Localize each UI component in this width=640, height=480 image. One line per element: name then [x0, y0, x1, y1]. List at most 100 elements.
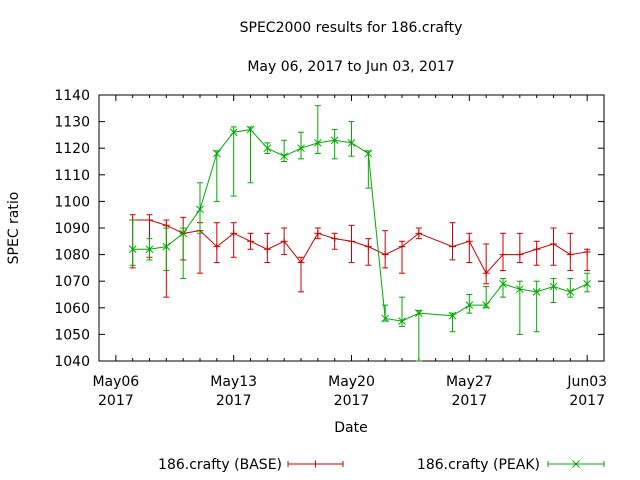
data-point — [465, 301, 474, 309]
marker-stroke — [179, 229, 188, 238]
data-point — [381, 251, 389, 259]
data-point — [415, 229, 423, 237]
y-tick-label: 1130 — [54, 115, 90, 131]
data-point — [414, 309, 423, 317]
marker-stroke — [566, 287, 575, 296]
data-point — [398, 243, 406, 251]
y-tick-label: 1110 — [54, 168, 90, 184]
marker-stroke — [414, 309, 423, 317]
x-tick-year-label: 2017 — [334, 393, 370, 409]
marker-stroke — [196, 205, 204, 214]
marker-stroke — [583, 280, 592, 288]
marker-stroke — [297, 144, 305, 153]
marker-stroke — [549, 282, 558, 291]
x-tick-label: May06 — [92, 374, 139, 390]
data-point — [499, 280, 507, 288]
x-tick-label: May13 — [210, 374, 257, 390]
marker-stroke — [246, 125, 255, 134]
data-point — [364, 243, 372, 251]
data-point — [128, 245, 137, 254]
y-tick-label: 1090 — [54, 221, 90, 237]
error-bar — [213, 150, 220, 202]
data-point — [246, 125, 255, 134]
legend-sample-base — [287, 460, 344, 468]
data-point — [566, 287, 575, 296]
data-point — [583, 248, 591, 256]
data-point — [448, 311, 457, 320]
error-bar — [281, 139, 288, 162]
x-tick-year-label: 2017 — [569, 393, 605, 409]
data-point — [280, 152, 289, 161]
data-point — [533, 245, 541, 253]
error-bar — [449, 222, 456, 261]
data-point — [398, 317, 406, 325]
error-bar — [584, 272, 591, 293]
data-point — [550, 240, 557, 248]
error-bar — [516, 280, 523, 335]
data-point — [566, 251, 574, 259]
data-point — [347, 139, 356, 147]
marker-stroke — [330, 136, 339, 145]
error-bar — [365, 238, 372, 266]
data-point — [212, 149, 221, 158]
chart-title: SPEC2000 results for 186.crafty — [240, 20, 463, 36]
series-line — [132, 219, 588, 275]
error-bar — [298, 131, 304, 160]
y-tick-label: 1050 — [54, 327, 90, 343]
y-tick-label: 1060 — [54, 301, 90, 317]
data-point — [146, 216, 153, 224]
marker-stroke — [347, 139, 356, 147]
error-bar — [567, 278, 574, 298]
data-point — [516, 251, 524, 259]
data-point — [499, 251, 507, 259]
data-point — [230, 229, 238, 237]
marker-stroke — [212, 149, 221, 158]
marker-stroke — [313, 139, 322, 147]
error-bar — [197, 182, 203, 234]
data-point — [532, 287, 541, 296]
legend-sample-peak — [547, 460, 605, 468]
data-point — [330, 136, 339, 145]
y-tick-label: 1080 — [54, 248, 90, 264]
marker-stroke — [145, 245, 154, 254]
legend: 186.crafty (BASE) 186.crafty (PEAK) — [158, 457, 605, 473]
data-point — [449, 243, 456, 251]
error-bar — [550, 278, 557, 303]
data-point — [263, 245, 271, 253]
marker-stroke — [572, 460, 580, 468]
marker-stroke — [162, 242, 171, 251]
error-bar — [230, 126, 237, 197]
marker-stroke — [364, 149, 373, 158]
data-point — [331, 235, 339, 243]
error-bar — [399, 296, 405, 327]
data-point — [482, 301, 491, 309]
marker-stroke — [229, 128, 238, 137]
error-bar — [163, 227, 170, 272]
data-point — [145, 245, 154, 254]
marker-stroke — [515, 285, 524, 294]
error-bar — [516, 232, 523, 264]
data-point — [348, 237, 355, 245]
error-bar — [230, 222, 237, 258]
data-point — [482, 269, 490, 277]
error-bar — [533, 280, 540, 333]
error-bar — [348, 121, 355, 157]
error-bar — [382, 230, 389, 269]
x-tick-label: May20 — [328, 374, 375, 390]
marker-stroke — [482, 301, 491, 309]
data-point — [179, 229, 188, 238]
data-point — [583, 280, 592, 288]
data-point — [364, 149, 373, 158]
marker-stroke — [398, 317, 406, 325]
x-tick-label: May27 — [446, 374, 493, 390]
error-bar — [466, 232, 473, 264]
marker-stroke — [448, 311, 457, 320]
data-point — [314, 229, 322, 237]
y-tick-label: 1070 — [54, 274, 90, 290]
y-tick-label: 1140 — [54, 88, 90, 104]
marker-stroke — [263, 144, 272, 153]
data-point — [229, 128, 238, 137]
marker-stroke — [381, 314, 390, 323]
error-bar — [533, 240, 540, 266]
series-base — [129, 214, 591, 298]
